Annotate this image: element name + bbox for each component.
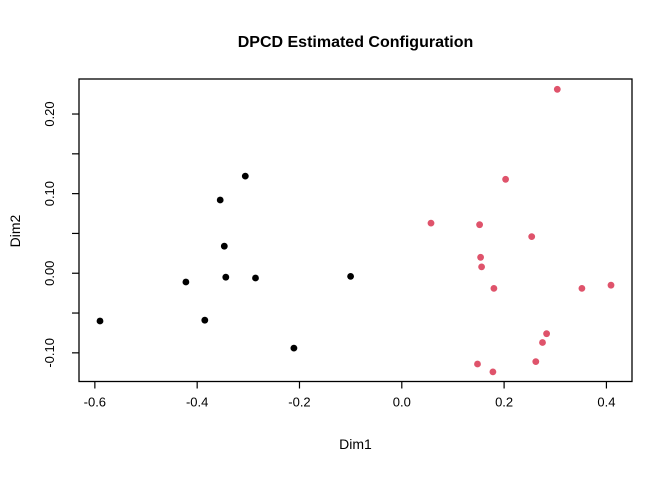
data-point-cluster-pink — [532, 358, 540, 365]
data-point-cluster-pink — [528, 233, 536, 241]
x-tick-label: -0.4 — [186, 395, 208, 410]
data-point-cluster-pink — [490, 285, 498, 292]
data-point-cluster-black — [290, 344, 298, 352]
x-tick-label: -0.6 — [84, 395, 106, 410]
x-tick-label: -0.2 — [288, 395, 310, 410]
x-tick-label: 0.2 — [495, 395, 513, 410]
y-tick-label: -0.10 — [42, 338, 57, 368]
data-point-cluster-pink — [543, 330, 550, 338]
data-point-cluster-pink — [578, 285, 586, 292]
data-point-cluster-pink — [427, 219, 435, 227]
plot-title: DPCD Estimated Configuration — [238, 34, 474, 51]
y-tick-label: 0.20 — [42, 101, 57, 126]
data-point-cluster-pink — [474, 360, 481, 368]
data-point-cluster-black — [96, 317, 104, 325]
data-point-cluster-pink — [502, 175, 509, 183]
plot-border — [78, 78, 633, 383]
x-axis-label: Dim1 — [339, 436, 372, 452]
data-point-cluster-pink — [489, 368, 497, 376]
y-axis-label: Dim2 — [7, 214, 23, 247]
data-point-cluster-pink — [539, 339, 546, 346]
data-point-cluster-pink — [476, 221, 483, 229]
data-point-cluster-black — [252, 274, 259, 282]
data-point-cluster-pink — [477, 253, 484, 261]
data-point-cluster-black — [201, 316, 209, 324]
x-tick-label: 0.4 — [597, 395, 615, 410]
data-point-cluster-pink — [607, 281, 615, 289]
data-point-cluster-pink — [478, 263, 485, 271]
data-points — [96, 85, 615, 376]
y-tick-label: 0.00 — [42, 261, 57, 286]
y-axis-ticks: -0.10 0.00 0.10 0.20 — [42, 101, 79, 368]
data-point-cluster-black — [222, 273, 230, 281]
data-point-cluster-black — [220, 242, 228, 250]
data-point-cluster-pink — [553, 85, 561, 93]
data-point-cluster-black — [182, 278, 190, 286]
y-tick-label: 0.10 — [42, 181, 57, 206]
data-point-cluster-black — [216, 196, 224, 204]
x-tick-label: 0.0 — [393, 395, 411, 410]
data-point-cluster-black — [347, 273, 354, 280]
x-axis-ticks: -0.6 -0.4 -0.2 0.0 0.2 0.4 — [84, 381, 615, 410]
data-point-cluster-black — [241, 172, 249, 180]
